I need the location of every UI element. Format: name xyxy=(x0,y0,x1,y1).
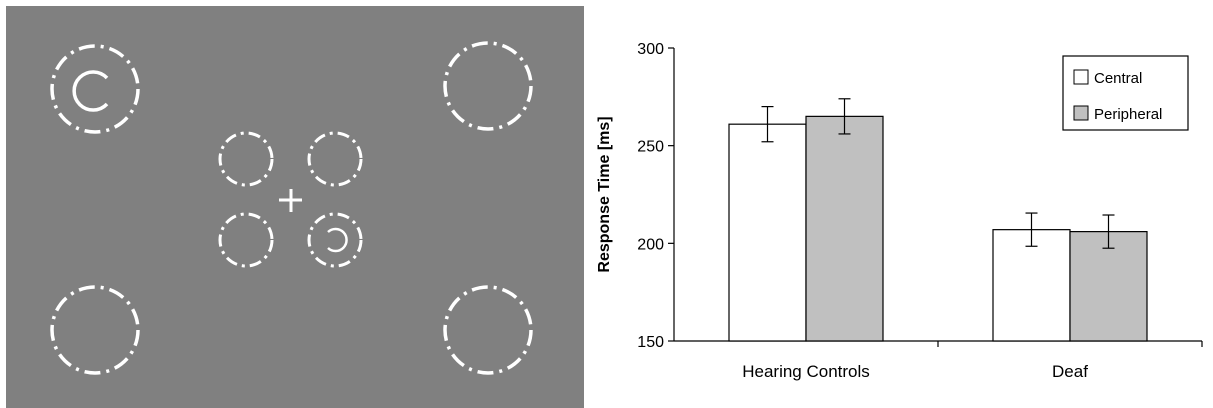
bar-chart: 150 200 250 300 Response Time [ms] Hearing Co… xyxy=(596,41,1203,381)
bar-peripheral-0 xyxy=(805,115,884,342)
central-placeholder-top-right xyxy=(307,131,363,187)
stimulus-display xyxy=(6,6,584,408)
central-placeholder-top-left xyxy=(218,131,274,187)
central-placeholder-bottom-left xyxy=(218,212,274,268)
y-tick-label: 300 xyxy=(637,41,664,58)
y-tick-label: 200 xyxy=(637,236,664,253)
fixation-cross xyxy=(279,189,302,212)
bar-peripheral-1 xyxy=(1069,231,1148,342)
central-placeholder-bottom-right xyxy=(307,212,363,268)
legend-label-peripheral: Peripheral xyxy=(1094,106,1162,123)
legend-label-central: Central xyxy=(1094,70,1142,87)
y-tick-label: 250 xyxy=(637,139,664,156)
stimulus-background xyxy=(6,6,584,408)
bar-central-1 xyxy=(992,229,1071,342)
peripheral-placeholder-top-right xyxy=(443,41,533,131)
landolt-c-peripheral-target xyxy=(72,70,109,112)
peripheral-placeholder-top-left xyxy=(50,44,140,134)
bar-central-0 xyxy=(728,123,807,342)
peripheral-placeholder-bottom-left xyxy=(50,285,140,375)
landolt-c-central-target xyxy=(327,227,348,253)
x-category-label: Hearing Controls xyxy=(742,362,870,381)
peripheral-placeholder-bottom-right xyxy=(443,285,533,375)
y-tick-label: 150 xyxy=(637,334,664,351)
y-axis-title: Response Time [ms] xyxy=(596,116,613,272)
legend-swatch-peripheral xyxy=(1073,105,1089,121)
x-category-label: Deaf xyxy=(1052,362,1088,381)
legend-swatch-central xyxy=(1073,69,1089,85)
